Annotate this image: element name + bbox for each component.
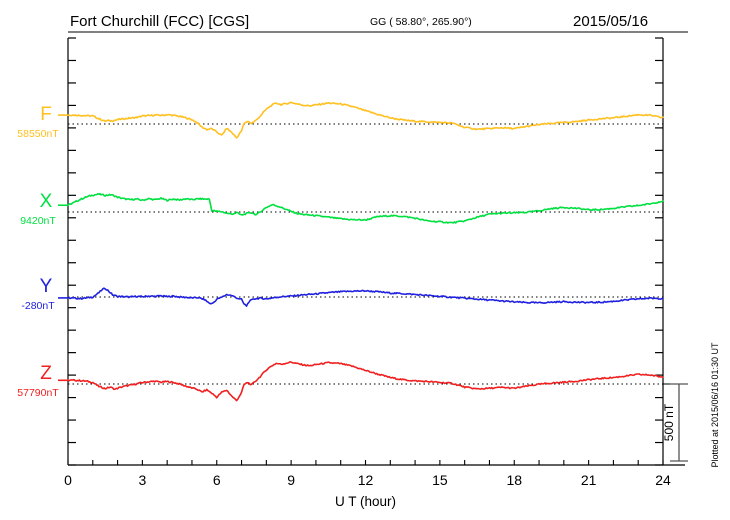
component-baseline-Z: 57790nT (17, 387, 59, 399)
x-axis-tick-label: 18 (506, 472, 522, 488)
observation-date: 2015/05/16 (573, 13, 648, 30)
component-label-F: F (40, 104, 52, 125)
trace-Z (67, 361, 664, 402)
x-axis-tick-label: 12 (358, 472, 374, 488)
x-axis-tick-label: 21 (581, 472, 597, 488)
x-axis-tick-label: 15 (432, 472, 448, 488)
x-axis-tick-label: 0 (64, 472, 72, 488)
x-axis-title: U T (hour) (335, 494, 396, 509)
x-axis-tick-label: 3 (138, 472, 146, 488)
component-label-Y: Y (40, 276, 53, 297)
component-baseline-F: 58550nT (17, 128, 59, 140)
trace-X (67, 192, 664, 224)
plotted-timestamp: Plotted at 2015/06/16 01:30 UT (710, 342, 720, 468)
x-axis-tick-label: 6 (213, 472, 221, 488)
component-baseline-Y: -280nT (21, 300, 55, 312)
x-axis-tick-label: 9 (287, 472, 295, 488)
geographic-coordinates: GG ( 58.80°, 265.90°) (370, 16, 472, 28)
component-baseline-X: 9420nT (20, 215, 56, 227)
trace-Y (67, 287, 664, 307)
x-axis-tick-label: 24 (655, 472, 671, 488)
trace-F (67, 101, 664, 139)
page-title: Fort Churchill (FCC) [CGS] (70, 13, 249, 30)
scale-bar-label: 500 nT (662, 403, 676, 441)
component-label-Z: Z (40, 363, 52, 384)
component-label-X: X (40, 191, 53, 212)
